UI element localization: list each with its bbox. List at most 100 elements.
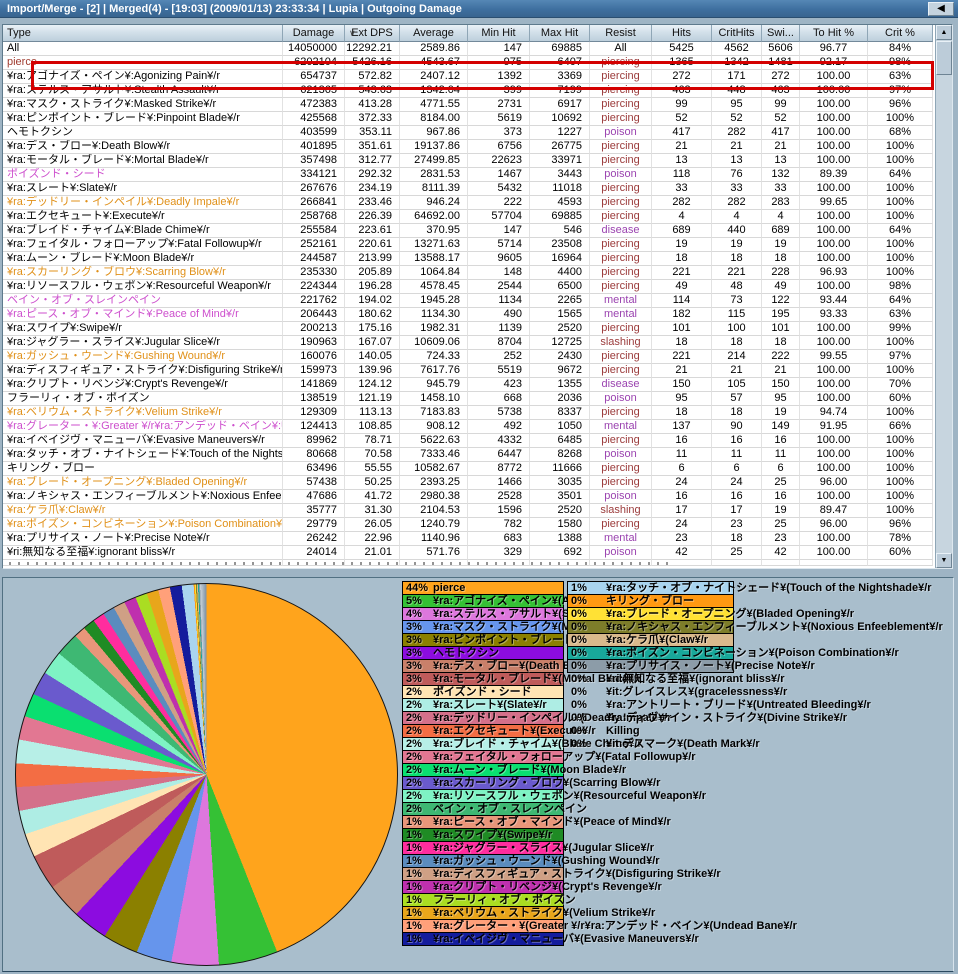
table-row[interactable]: ポイズンド・シード 334121 292.32 2831.53 1467 3443 pois… [3, 168, 952, 182]
cell-swings: 33 [762, 182, 800, 196]
cell-min-hit: 5738 [468, 406, 530, 420]
column-header-min-hit[interactable]: Min Hit [468, 25, 530, 42]
legend-item: 3% ¥ra:ピンポイント・ブレード¥(Pinpoint Blade¥/r [402, 633, 674, 647]
table-row[interactable]: ¥ra:ブレード・オープニング¥:Bladed Opening¥/r 57438 5… [3, 476, 952, 490]
legend-item: 2% ¥ra:リソースフル・ウェポン¥(Resourceful Weapon¥/r [402, 789, 706, 803]
cell-crit-pct: 60% [868, 546, 933, 560]
cell-hits: 4 [652, 210, 712, 224]
cell-crit-hits: 282 [712, 126, 762, 140]
column-header-damage[interactable]: Damage [283, 25, 345, 42]
table-row[interactable]: ¥ra:ピース・オブ・マインド¥:Peace of Mind¥/r 206443 1… [3, 308, 952, 322]
column-header-crit[interactable]: Crit % [868, 25, 933, 42]
table-row[interactable]: ¥ra:ジャグラー・スライス¥:Jugular Slice¥/r 190963 16… [3, 336, 952, 350]
table-row[interactable]: ¥ra:マスク・ストライク¥:Masked Strike¥/r 472383 413… [3, 98, 952, 112]
table-row[interactable]: pierce 6202104 5426.16 4543.67 975 6407 pierci… [3, 56, 952, 70]
table-row[interactable]: ベイン・オブ・スレインペイン 221762 194.02 1945.28 1134 226… [3, 294, 952, 308]
column-header-ext-dps[interactable]: ∨ Ext DPS [345, 25, 400, 42]
cell-type: ¥ra:ブレイド・チャイム¥:Blade Chime¥/r [3, 224, 283, 238]
cell-damage: 621365 [283, 84, 345, 98]
table-row[interactable]: ¥ra:エクセキュート¥:Execute¥/r 258768 226.39 64692… [3, 210, 952, 224]
column-header-resist[interactable]: Resist [590, 25, 652, 42]
cell-resist: mental [590, 308, 652, 322]
cell-crit-hits: 4 [712, 210, 762, 224]
scrollbar-thumb[interactable] [936, 41, 952, 75]
cell-min-hit: 668 [468, 392, 530, 406]
table-row[interactable]: ¥ra:スレート¥:Slate¥/r 267676 234.19 8111.39 543… [3, 182, 952, 196]
legend-item: 2% ポイズンド・シード [402, 685, 564, 699]
scroll-up-button[interactable]: ▲ [936, 25, 952, 40]
column-header-max-hit[interactable]: Max Hit [530, 25, 590, 42]
cell-max-hit: 8268 [530, 448, 590, 462]
cell-resist: piercing [590, 112, 652, 126]
table-row[interactable]: フラーリィ・オブ・ポイズン 138519 121.19 1458.10 668 2036 p… [3, 392, 952, 406]
table-row[interactable]: ¥ra:ピンポイント・ブレード¥:Pinpoint Blade¥/r 425568… [3, 112, 952, 126]
back-button[interactable]: ◀ [928, 2, 954, 16]
table-row[interactable]: ¥ra:モータル・ブレード¥:Mortal Blade¥/r 357498 312.… [3, 154, 952, 168]
cell-max-hit: 23508 [530, 238, 590, 252]
legend-label: フラーリィ・オブ・ポイズン [433, 894, 576, 906]
legend-label: pierce [433, 582, 466, 594]
cell-to-hit-pct: 100.00 [800, 210, 868, 224]
cell-ext-dps: 351.61 [345, 140, 400, 154]
cell-hits: 11 [652, 448, 712, 462]
cell-to-hit-pct: 89.39 [800, 168, 868, 182]
table-row[interactable]: ¥ra:タッチ・オブ・ナイトシェード¥:Touch of the Nightsh… [3, 448, 952, 462]
table-row[interactable]: ¥ra:グレーター・¥:Greater ¥/r¥ra:アンデッド・ベイン¥:U.… [3, 420, 952, 434]
cell-min-hit: 329 [468, 546, 530, 560]
cell-resist: piercing [590, 280, 652, 294]
cell-type: ¥ra:イベイジヴ・マニューバ¥:Evasive Maneuvers¥/r [3, 434, 283, 448]
column-header-swi[interactable]: Swi... [762, 25, 800, 42]
cell-min-hit: 22623 [468, 154, 530, 168]
cell-min-hit: 8772 [468, 462, 530, 476]
table-row[interactable]: ¥ra:プリサイス・ノート¥:Precise Note¥/r 26242 22.96… [3, 532, 952, 546]
legend-label: ¥ra:エクセキュート¥(Execute¥/r [433, 725, 596, 737]
column-header-average[interactable]: Average [400, 25, 468, 42]
table-row[interactable]: キリング・ブロー 63496 55.55 10582.67 8772 11666 pierc… [3, 462, 952, 476]
cell-clipped [652, 560, 712, 566]
table-row[interactable]: ¥ra:ステルス・アサルト¥:Stealth Assault¥/r 621365 5… [3, 84, 952, 98]
table-row[interactable]: ¥ra:ノキシャス・エンフィーブルメント¥:Noxious Enfeeble..… [3, 490, 952, 504]
table-row[interactable]: ¥ri:無知なる至福¥:ignorant bliss¥/r 24014 21.01 5… [3, 546, 952, 560]
table-row[interactable]: ¥ra:フェイタル・フォローアップ¥:Fatal Followup¥/r 2521… [3, 238, 952, 252]
scroll-down-button[interactable]: ▼ [936, 553, 952, 568]
cell-min-hit: 8704 [468, 336, 530, 350]
legend-label: キリング・ブロー [606, 595, 694, 607]
table-row[interactable]: ¥ra:ムーン・ブレード¥:Moon Blade¥/r 244587 213.99 1… [3, 252, 952, 266]
cell-crit-pct: 100% [868, 196, 933, 210]
table-row-partial[interactable] [3, 560, 952, 566]
cell-resist: piercing [590, 434, 652, 448]
column-header-to-hit[interactable]: To Hit % [800, 25, 868, 42]
cell-ext-dps: 41.72 [345, 490, 400, 504]
table-row[interactable]: ¥ra:ディスフィギュア・ストライク¥:Disfiguring Strike¥/… [3, 364, 952, 378]
cell-resist: piercing [590, 70, 652, 84]
cell-crit-hits: 23 [712, 518, 762, 532]
table-row[interactable]: ¥ra:クリプト・リベンジ¥:Crypt's Revenge¥/r 141869 1… [3, 378, 952, 392]
column-header-type[interactable]: Type [3, 25, 283, 42]
cell-ext-dps: 78.71 [345, 434, 400, 448]
table-row[interactable]: ¥ra:ガッシュ・ウーンド¥:Gushing Wound¥/r 160076 140… [3, 350, 952, 364]
cell-swings: 19 [762, 504, 800, 518]
column-header-hits[interactable]: Hits [652, 25, 712, 42]
column-header-crithits[interactable]: CritHits [712, 25, 762, 42]
table-row[interactable]: ヘモトクシン 403599 353.11 967.86 373 1227 poison 417… [3, 126, 952, 140]
table-row[interactable]: ¥ra:ベリウム・ストライク¥:Velium Strike¥/r 129309 11… [3, 406, 952, 420]
cell-to-hit-pct: 100.00 [800, 434, 868, 448]
vertical-scrollbar[interactable]: ▲ ▼ [935, 25, 952, 568]
cell-clipped [345, 560, 400, 566]
table-row[interactable]: All 14050000 12292.21 2589.86 147 69885 All 542… [3, 42, 952, 56]
table-row[interactable]: ¥ra:ブレイド・チャイム¥:Blade Chime¥/r 255584 223.6… [3, 224, 952, 238]
table-row[interactable]: ¥ra:デス・ブロー¥:Death Blow¥/r 401895 351.61 191… [3, 140, 952, 154]
table-row[interactable]: ¥ra:イベイジヴ・マニューバ¥:Evasive Maneuvers¥/r 899… [3, 434, 952, 448]
table-row[interactable]: ¥ra:ポイズン・コンビネーション¥:Poison Combination¥/r… [3, 518, 952, 532]
table-row[interactable]: ¥ra:デッドリー・インペイル¥:Deadly Impale¥/r 266841 2… [3, 196, 952, 210]
table-row[interactable]: ¥ra:アゴナイズ・ペイン¥:Agonizing Pain¥/r 654737 57… [3, 70, 952, 84]
table-row[interactable]: ¥ra:リソースフル・ウェポン¥:Resourceful Weapon¥/r 22… [3, 280, 952, 294]
cell-type: ¥ra:ベリウム・ストライク¥:Velium Strike¥/r [3, 406, 283, 420]
cell-crit-pct: 64% [868, 168, 933, 182]
cell-swings: 4 [762, 210, 800, 224]
table-row[interactable]: ¥ra:スカーリング・ブロウ¥:Scarring Blow¥/r 235330 20… [3, 266, 952, 280]
table-row[interactable]: ¥ra:スワイプ¥:Swipe¥/r 200213 175.16 1982.31 113… [3, 322, 952, 336]
cell-average: 1064.84 [400, 266, 468, 280]
cell-min-hit: 373 [468, 126, 530, 140]
table-row[interactable]: ¥ra:ケラ爪¥:Claw¥/r 35777 31.30 2104.53 1596 252… [3, 504, 952, 518]
